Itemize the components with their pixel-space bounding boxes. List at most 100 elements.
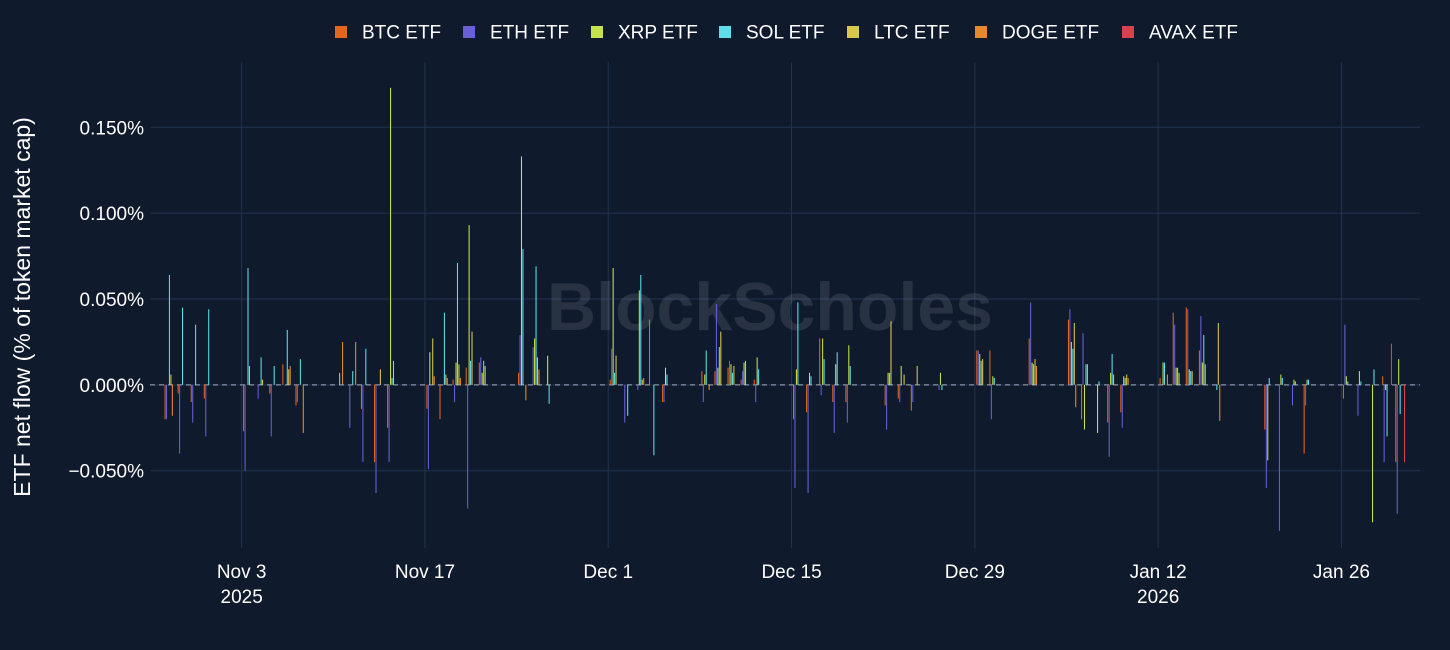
bar-xrp-etf (717, 367, 719, 385)
y-tick-label: 0.050% (80, 290, 145, 311)
bar-btc-etf (203, 384, 205, 399)
bar-xrp-etf (481, 372, 483, 385)
bar-ltc-etf (903, 374, 905, 385)
bar-doge-etf (1127, 377, 1129, 385)
bar-doge-etf (643, 377, 645, 385)
bar-sol-etf (823, 359, 825, 385)
bar-btc-etf (1382, 376, 1384, 385)
bar-ltc-etf (379, 369, 381, 385)
bar-xrp-etf (979, 353, 981, 385)
bar-xrp-etf (390, 87, 392, 385)
bar-sol-etf (1098, 381, 1100, 385)
bar-ltc-etf (248, 365, 250, 385)
bar-eth-etf (977, 350, 979, 385)
bar-btc-etf (662, 384, 664, 403)
bar-btc-etf (269, 384, 271, 394)
bar-sol-etf (1373, 369, 1375, 385)
bar-eth-etf (1030, 302, 1032, 385)
bar-xrp-etf (638, 290, 640, 385)
bar-sol-etf (443, 312, 445, 385)
bar-sol-etf (522, 249, 524, 385)
bar-btc-etf (1342, 384, 1344, 399)
bar-sol-etf (391, 377, 393, 385)
bar-btc-etf (177, 384, 179, 394)
bar-avax-etf (1404, 384, 1406, 463)
y-tick-label: −0.050% (68, 462, 144, 483)
bar-ltc-etf (392, 360, 395, 385)
bar-btc-etf (439, 384, 441, 420)
bar-xrp-etf (822, 338, 824, 385)
legend-label: AVAX ETF (1149, 23, 1238, 44)
bar-eth-etf (833, 384, 835, 433)
legend-label: XRP ETF (618, 23, 698, 44)
bar-btc-etf (426, 384, 428, 409)
bar-xrp-etf (835, 364, 837, 385)
bar-sol-etf (1386, 384, 1388, 437)
bar-btc-etf (465, 367, 467, 385)
bar-eth-etf (728, 360, 731, 385)
bar-eth-etf (1344, 324, 1346, 385)
bar-btc-etf (1264, 384, 1266, 430)
bar-sol-etf (1203, 335, 1205, 385)
bar-xrp-etf (756, 357, 758, 385)
bar-eth-etf (1278, 384, 1280, 531)
x-tick-label: Dec 15 (761, 562, 821, 583)
legend-label: DOGE ETF (1002, 23, 1099, 44)
bar-xrp-etf (429, 352, 431, 385)
bar-btc-etf (806, 384, 808, 413)
bar-btc-etf (1185, 307, 1187, 385)
bar-sol-etf (182, 307, 184, 385)
bar-doge-etf (289, 365, 291, 385)
bar-xrp-etf (939, 372, 941, 385)
y-tick-label: 0.000% (80, 376, 145, 397)
legend-label: BTC ETF (362, 23, 441, 44)
bar-sol-etf (365, 348, 367, 385)
bar-xrp-etf (1110, 372, 1112, 385)
bar-eth-etf (637, 384, 639, 391)
bar-btc-etf (819, 338, 821, 385)
bar-sol-etf (273, 365, 275, 385)
bar-doge-etf (342, 341, 344, 385)
bar-xrp-etf (809, 372, 811, 385)
bar-sol-etf (849, 365, 851, 385)
bar-xrp-etf (1280, 374, 1282, 385)
bar-xrp-etf (1097, 384, 1099, 433)
bar-ltc-etf (1204, 364, 1206, 385)
bar-sol-etf (614, 372, 616, 385)
bar-xrp-etf (664, 367, 667, 385)
legend-label: ETH ETF (490, 23, 569, 44)
bar-btc-etf (1198, 350, 1200, 385)
bar-eth-etf (1108, 384, 1110, 457)
bar-doge-etf (1219, 384, 1221, 421)
bar-sol-etf (168, 274, 170, 385)
bar-eth-etf (846, 384, 848, 423)
bar-eth-etf (362, 384, 364, 463)
bar-eth-etf (244, 384, 246, 471)
bar-sol-etf (208, 309, 210, 385)
bar-sol-etf (810, 376, 812, 385)
bar-ltc-etf (536, 357, 539, 385)
bar-eth-etf (1291, 384, 1294, 406)
bar-btc-etf (360, 384, 362, 409)
x-tick-label: Jan 26 (1313, 562, 1370, 583)
bar-btc-etf (910, 384, 912, 411)
bar-sol-etf (548, 384, 550, 404)
bar-xrp-etf (468, 225, 470, 385)
bar-doge-etf (302, 384, 304, 433)
x-tick-label: Nov 3 (217, 562, 267, 583)
bar-eth-etf (192, 384, 194, 423)
bar-ltc-etf (1217, 323, 1219, 385)
bar-btc-etf (243, 384, 245, 432)
bar-eth-etf (938, 384, 940, 391)
bar-doge-etf (355, 341, 357, 385)
bar-xrp-etf (743, 362, 745, 385)
bar-sol-etf (941, 384, 943, 391)
bar-ltc-etf (641, 379, 643, 385)
bar-eth-etf (820, 384, 822, 396)
bar-btc-etf (1107, 384, 1109, 423)
bar-xrp-etf (1083, 384, 1086, 430)
bar-btc-etf (714, 371, 716, 385)
bar-sol-etf (1307, 379, 1310, 385)
bar-eth-etf (519, 335, 521, 385)
bar-sol-etf (1216, 384, 1218, 391)
